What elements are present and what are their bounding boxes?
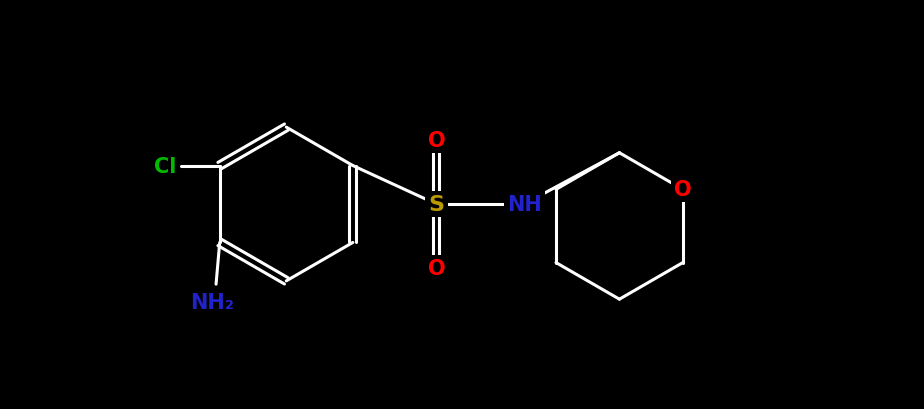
Text: S: S xyxy=(429,195,444,214)
Text: O: O xyxy=(674,180,692,200)
Text: NH: NH xyxy=(507,195,541,214)
Text: O: O xyxy=(428,130,445,150)
Text: O: O xyxy=(428,259,445,279)
Text: NH₂: NH₂ xyxy=(190,293,235,313)
Text: Cl: Cl xyxy=(153,156,176,176)
